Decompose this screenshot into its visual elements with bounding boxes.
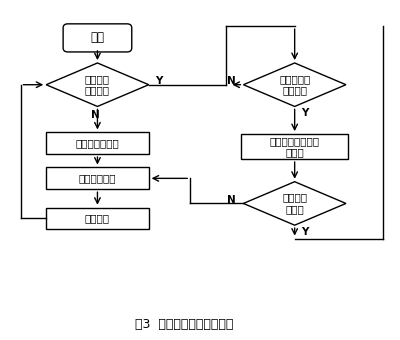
Polygon shape xyxy=(243,182,346,225)
Text: 开始: 开始 xyxy=(90,31,104,45)
Bar xyxy=(242,134,348,159)
Text: 是否有特
殊车辆？: 是否有特 殊车辆？ xyxy=(85,74,110,96)
Text: N: N xyxy=(227,195,236,205)
Text: Y: Y xyxy=(301,108,308,118)
Bar xyxy=(46,132,149,154)
Text: 图3  主干道交通灯控制流程: 图3 主干道交通灯控制流程 xyxy=(135,318,234,331)
Text: 获取车流量数据: 获取车流量数据 xyxy=(76,138,119,148)
Text: Y: Y xyxy=(155,76,162,86)
Text: 估算通行时间: 估算通行时间 xyxy=(79,173,116,183)
Bar xyxy=(46,168,149,189)
Text: 行人时间
结束？: 行人时间 结束？ xyxy=(282,193,307,214)
Text: Y: Y xyxy=(301,227,308,237)
Text: N: N xyxy=(227,76,236,86)
Text: 车辆通行时
间结束？: 车辆通行时 间结束？ xyxy=(279,74,310,96)
Polygon shape xyxy=(243,63,346,106)
Text: 转为行人通行，时
间固定: 转为行人通行，时 间固定 xyxy=(270,136,320,157)
Text: 点亮绻灯: 点亮绻灯 xyxy=(85,214,110,223)
FancyBboxPatch shape xyxy=(63,24,132,52)
Polygon shape xyxy=(46,63,149,106)
Bar xyxy=(46,208,149,230)
Text: N: N xyxy=(91,110,100,120)
